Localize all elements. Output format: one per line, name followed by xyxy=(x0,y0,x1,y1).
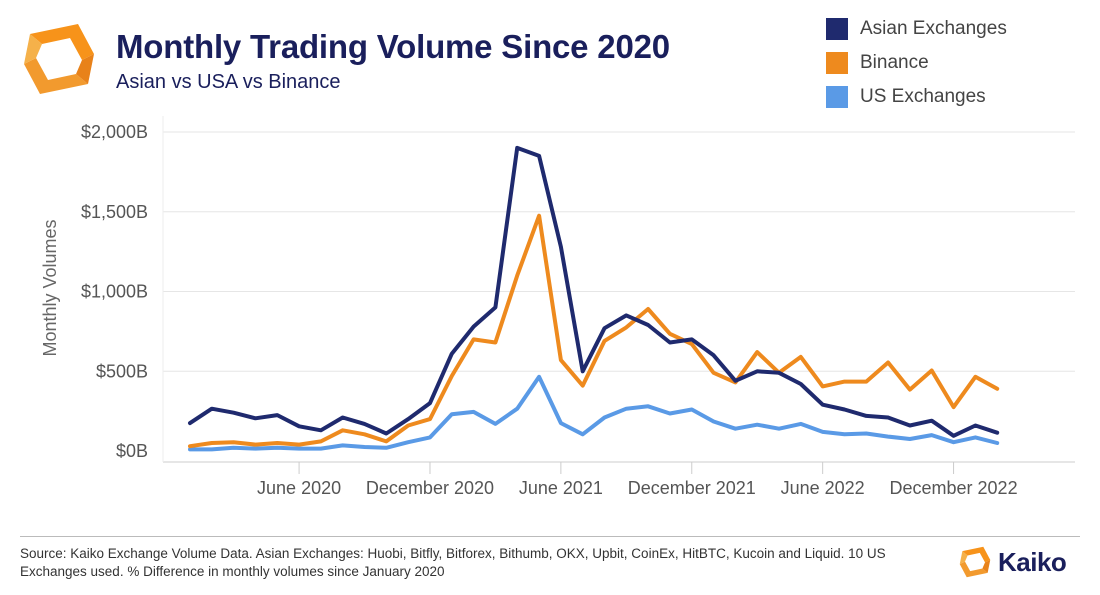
x-tick-label: June 2021 xyxy=(519,478,603,498)
legend-label-asian: Asian Exchanges xyxy=(860,18,1007,39)
series-line-us-exchanges xyxy=(188,374,1000,452)
x-tick-label: December 2022 xyxy=(890,478,1018,498)
y-tick-label: $500B xyxy=(96,361,148,381)
brand-name: Kaiko xyxy=(998,546,1067,577)
chart-title: Monthly Trading Volume Since 2020 xyxy=(116,28,670,65)
line-chart: $0B $500B $1,000B $1,500B $2,000B June 2020 De… xyxy=(40,116,1075,498)
chart-subtitle: Asian vs USA vs Binance xyxy=(116,71,341,93)
kaiko-small-logo-icon xyxy=(959,546,991,578)
y-tick-label: $0B xyxy=(116,441,148,461)
footer-divider xyxy=(20,536,1080,537)
chart-legend: Asian Exchanges Binance US Exchanges xyxy=(826,12,1007,114)
legend-label-us: US Exchanges xyxy=(860,86,986,107)
series-line-asian-exchanges xyxy=(188,145,1000,438)
legend-swatch-asian xyxy=(826,18,848,40)
y-tick-label: $1,500B xyxy=(81,202,148,222)
x-tick-label: June 2022 xyxy=(781,478,865,498)
legend-item-us: US Exchanges xyxy=(826,80,1007,114)
x-tick-label: December 2021 xyxy=(628,478,756,498)
y-tick-label: $2,000B xyxy=(81,122,148,142)
y-axis-title: Monthly Volumes xyxy=(40,219,60,356)
source-note: Source: Kaiko Exchange Volume Data. Asia… xyxy=(20,546,886,579)
legend-swatch-binance xyxy=(826,52,848,74)
legend-swatch-us xyxy=(826,86,848,108)
x-tick-label: December 2020 xyxy=(366,478,494,498)
legend-item-binance: Binance xyxy=(826,46,1007,80)
x-tick-label: June 2020 xyxy=(257,478,341,498)
legend-label-binance: Binance xyxy=(860,52,929,73)
legend-item-asian: Asian Exchanges xyxy=(826,12,1007,46)
kaiko-logo-icon xyxy=(24,24,94,94)
brand-mark: Kaiko xyxy=(958,545,1067,579)
y-tick-label: $1,000B xyxy=(81,282,148,302)
series-line-binance xyxy=(188,213,1000,449)
